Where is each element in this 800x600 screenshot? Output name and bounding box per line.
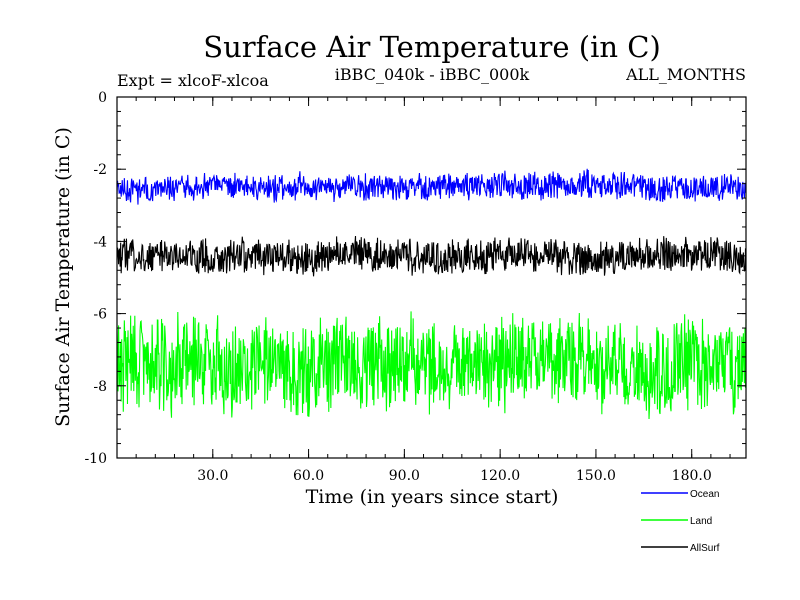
series-line-land bbox=[116, 311, 747, 420]
axes-layer: 0 -2 -4 -6 -8 -10 30.0 60.0 90.0 120.0 150.0 180.0 bbox=[84, 90, 747, 484]
y-tick-label: -10 bbox=[84, 451, 107, 467]
series-line-ocean bbox=[116, 168, 747, 205]
legend: Ocean Land AllSurf bbox=[641, 489, 720, 554]
experiment-label: Expt = xlcoF-xlcoa bbox=[117, 71, 269, 90]
comparison-label: iBBC_040k - iBBC_000k bbox=[335, 65, 530, 84]
legend-label-land: Land bbox=[690, 516, 712, 527]
series-line-allsurf bbox=[116, 236, 747, 277]
months-label: ALL_MONTHS bbox=[625, 65, 746, 84]
y-tick-label: -4 bbox=[93, 234, 107, 250]
x-tick-label: 90.0 bbox=[389, 468, 420, 484]
x-tick-label: 180.0 bbox=[672, 468, 712, 484]
legend-label-allsurf: AllSurf bbox=[690, 543, 720, 554]
series-layer bbox=[116, 168, 747, 420]
y-tick-label: -2 bbox=[93, 162, 107, 178]
x-axis-label: Time (in years since start) bbox=[306, 486, 559, 508]
y-tick-label: -6 bbox=[93, 307, 107, 323]
x-tick-label: 30.0 bbox=[197, 468, 228, 484]
chart-title: Surface Air Temperature (in C) bbox=[203, 30, 661, 64]
x-tick-label: 120.0 bbox=[480, 468, 520, 484]
y-axis-label: Surface Air Temperature (in C) bbox=[52, 127, 74, 427]
x-tick-label: 150.0 bbox=[576, 468, 616, 484]
x-tick-label: 60.0 bbox=[293, 468, 324, 484]
plot-frame bbox=[116, 96, 747, 459]
legend-label-ocean: Ocean bbox=[690, 489, 719, 500]
y-tick-label: -8 bbox=[93, 379, 107, 395]
y-tick-label: 0 bbox=[98, 90, 107, 106]
